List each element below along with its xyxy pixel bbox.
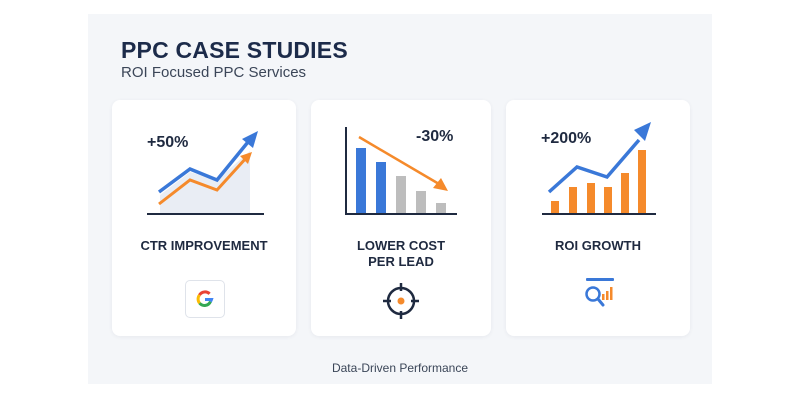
crosshair-target-icon	[383, 283, 419, 319]
card-roi-growth: +200% ROI GROWTH	[506, 100, 690, 336]
roi-bar-chart	[542, 122, 656, 215]
google-logo-icon	[185, 280, 225, 318]
ctr-label: CTR IMPROVEMENT	[140, 238, 268, 253]
cost-label-line1: LOWER COST	[356, 238, 446, 253]
roi-metric: +200%	[541, 130, 592, 147]
page-subtitle: ROI Focused PPC Services	[121, 64, 307, 81]
ctr-metric: +50%	[147, 134, 189, 151]
cost-bar-chart	[345, 127, 457, 215]
footer-tagline: Data-Driven Performance	[331, 361, 469, 375]
page-title: PPC CASE STUDIES	[121, 37, 348, 63]
cost-label-line2: PER LEAD	[368, 254, 434, 269]
roi-label: ROI GROWTH	[555, 238, 641, 253]
cost-metric: -30%	[416, 128, 454, 145]
search-analytics-icon	[585, 278, 614, 307]
ctr-line-chart	[147, 131, 264, 215]
card-ctr-improvement: +50% CTR IMPROVEMENT	[112, 100, 296, 336]
card-lower-cost-per-lead: -30% LOWER COST PER LEAD	[311, 100, 491, 336]
